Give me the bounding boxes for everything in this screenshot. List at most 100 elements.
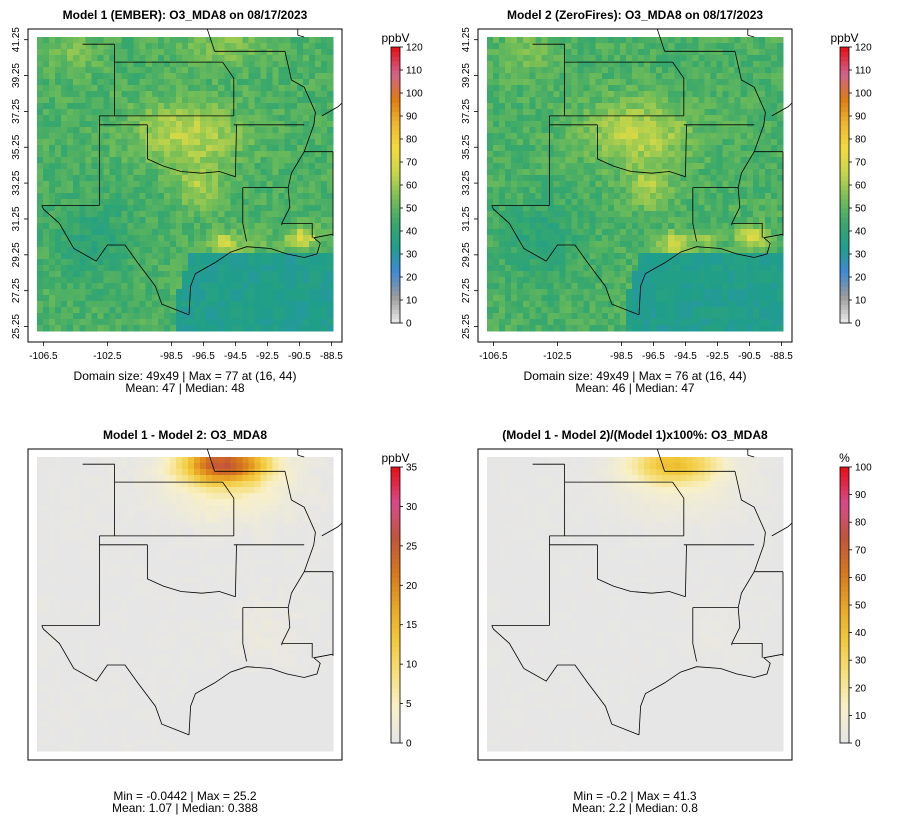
map-cell	[493, 139, 500, 146]
map-cell	[272, 49, 280, 56]
map-cell	[169, 187, 177, 194]
map-cell	[728, 283, 736, 290]
colorbar-segment	[391, 281, 400, 287]
map-cell	[145, 73, 153, 80]
map-cell	[260, 175, 268, 182]
map-cell	[668, 199, 675, 206]
map-cell	[260, 265, 268, 272]
map-cell	[493, 289, 500, 296]
map-cell	[716, 145, 724, 152]
map-cell	[752, 235, 760, 242]
map-cell	[224, 127, 231, 134]
map-cell	[320, 199, 328, 206]
map-cell	[127, 313, 135, 320]
map-cell	[692, 301, 700, 308]
map-cell	[103, 127, 111, 134]
map-cell	[127, 169, 135, 176]
map-cell	[487, 259, 494, 266]
map-cell	[505, 115, 512, 122]
map-cell	[746, 301, 754, 308]
map-cell	[547, 49, 555, 56]
map-cell	[644, 265, 651, 272]
map-cell	[302, 127, 310, 134]
map-cell	[625, 247, 633, 254]
map-cell	[511, 55, 518, 62]
map-cell	[547, 235, 555, 242]
map-cell	[314, 307, 322, 314]
lon-tick-label: -90.5	[288, 351, 311, 362]
map-cell	[61, 295, 68, 302]
map-cell	[157, 91, 165, 98]
map-cell	[194, 109, 201, 116]
map-cell	[607, 187, 615, 194]
map-cell	[607, 121, 615, 128]
map-cell	[254, 283, 262, 290]
map-cell	[326, 241, 334, 248]
map-cell	[553, 211, 561, 218]
map-cell	[734, 277, 742, 284]
map-cell	[260, 307, 268, 314]
map-cell	[236, 295, 243, 302]
map-cell	[200, 55, 207, 62]
map-cell	[589, 139, 597, 146]
map-cell	[61, 247, 68, 254]
map-cell	[644, 199, 651, 206]
map-cell	[254, 157, 262, 164]
map-cell	[770, 151, 778, 158]
map-cell	[577, 157, 585, 164]
map-cell	[595, 193, 603, 200]
map-cell	[571, 301, 579, 308]
map-cell	[577, 97, 585, 104]
map-cell	[710, 145, 718, 152]
map-cell	[284, 145, 292, 152]
map-cell	[740, 235, 748, 242]
map-cell	[535, 49, 542, 56]
map-cell	[758, 205, 766, 212]
map-cell	[656, 79, 663, 86]
map-cell	[278, 289, 286, 296]
map-cell	[644, 259, 651, 266]
map-cell	[511, 259, 518, 266]
map-cell	[511, 103, 518, 110]
colorbar-segment	[391, 47, 400, 53]
map-cell	[607, 241, 615, 248]
map-cell	[188, 205, 195, 212]
map-cell	[758, 241, 766, 248]
map-cell	[547, 295, 555, 302]
map-cell	[145, 241, 153, 248]
map-cell	[656, 157, 663, 164]
map-cell	[67, 211, 74, 218]
map-cell	[692, 325, 700, 332]
map-cell	[139, 145, 147, 152]
map-cell	[758, 169, 766, 176]
map-cell	[67, 91, 74, 98]
map-cell	[674, 67, 681, 74]
map-cell	[188, 37, 195, 44]
map-cell	[589, 73, 597, 80]
map-cell	[680, 271, 687, 278]
map-cell	[55, 199, 62, 206]
map-cell	[589, 187, 597, 194]
map-cell	[680, 175, 687, 182]
map-cell	[133, 109, 141, 116]
map-cell	[109, 169, 117, 176]
map-cell	[169, 157, 177, 164]
map-cell	[601, 295, 609, 302]
map-cell	[692, 253, 700, 260]
map-cell	[625, 271, 633, 278]
map-cell	[692, 73, 700, 80]
map-cell	[601, 265, 609, 272]
map-cell	[644, 235, 651, 242]
map-cell	[115, 43, 123, 50]
map-cell	[200, 67, 207, 74]
map-cell	[740, 157, 748, 164]
map-cell	[535, 121, 542, 128]
map-cell	[553, 271, 561, 278]
map-cell	[79, 133, 86, 140]
map-cell	[188, 145, 195, 152]
map-cell	[97, 175, 105, 182]
map-cell	[776, 229, 784, 236]
map-cell	[613, 163, 621, 170]
map-cell	[710, 229, 718, 236]
map-cell	[181, 97, 189, 104]
